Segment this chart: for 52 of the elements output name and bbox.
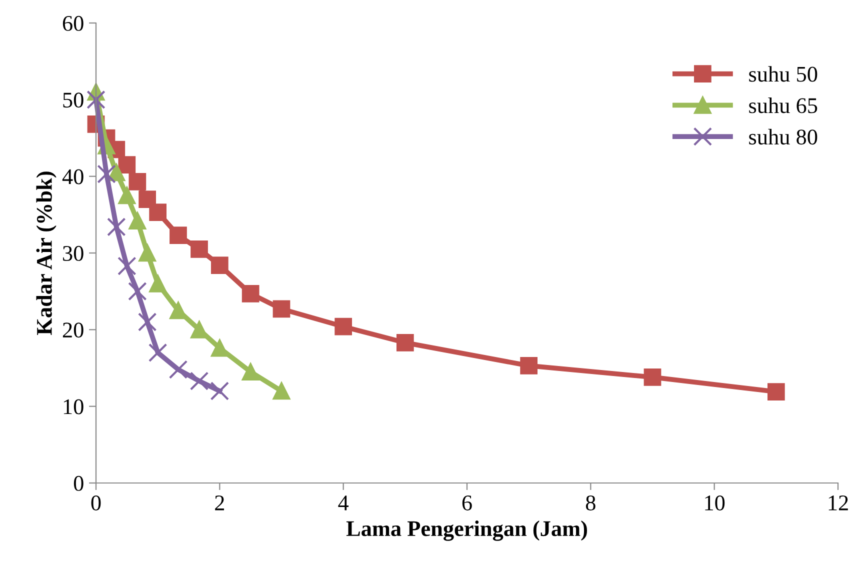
point	[242, 363, 260, 381]
point	[520, 357, 538, 374]
point	[170, 302, 187, 320]
point	[138, 312, 157, 332]
x-tick-label: 2	[215, 496, 224, 510]
point	[396, 334, 414, 352]
point	[128, 282, 147, 301]
point	[118, 156, 136, 174]
point	[272, 300, 290, 318]
x-tick-label: 6	[462, 496, 472, 510]
point	[149, 274, 167, 292]
legend-label: suhu 65	[749, 98, 818, 114]
point	[107, 218, 126, 236]
point	[334, 318, 352, 336]
y-tick-label: 60	[62, 16, 84, 31]
y-tick-label: 30	[63, 246, 84, 261]
point	[108, 164, 126, 182]
point	[272, 382, 290, 400]
point	[190, 240, 208, 258]
y-tick-label: 20	[62, 322, 84, 338]
point	[168, 360, 188, 379]
point	[210, 256, 228, 274]
y-axis-title: Kadar Air (%bk)	[36, 172, 56, 335]
x-tick-label: 0	[91, 495, 101, 510]
x-tick-label: 4	[338, 496, 349, 510]
point	[97, 164, 116, 184]
point	[644, 368, 662, 386]
point	[190, 372, 209, 390]
point	[118, 256, 136, 276]
point	[210, 382, 230, 400]
point	[210, 339, 228, 357]
y-tick-label: 0	[74, 476, 84, 491]
y-tick-label: 10	[64, 399, 84, 414]
y-tick-label: 40	[62, 169, 84, 184]
point	[767, 383, 785, 400]
point	[128, 173, 146, 190]
legend-label: suhu 50	[749, 66, 818, 82]
x-tick-label: 10	[705, 495, 725, 510]
legend-label: suhu 80	[749, 128, 818, 145]
point	[148, 343, 168, 362]
point	[242, 284, 260, 302]
x-tick-label: 8	[586, 495, 596, 510]
x-axis-title: Lama Pengeringan (Jam)	[346, 520, 587, 541]
point	[138, 244, 156, 262]
point	[149, 204, 167, 222]
y-tick-label: 50	[63, 92, 84, 108]
point	[128, 212, 146, 230]
point	[86, 90, 106, 110]
point	[138, 190, 156, 208]
point	[170, 226, 187, 244]
point	[118, 186, 136, 204]
x-tick-label: 12	[828, 496, 848, 510]
